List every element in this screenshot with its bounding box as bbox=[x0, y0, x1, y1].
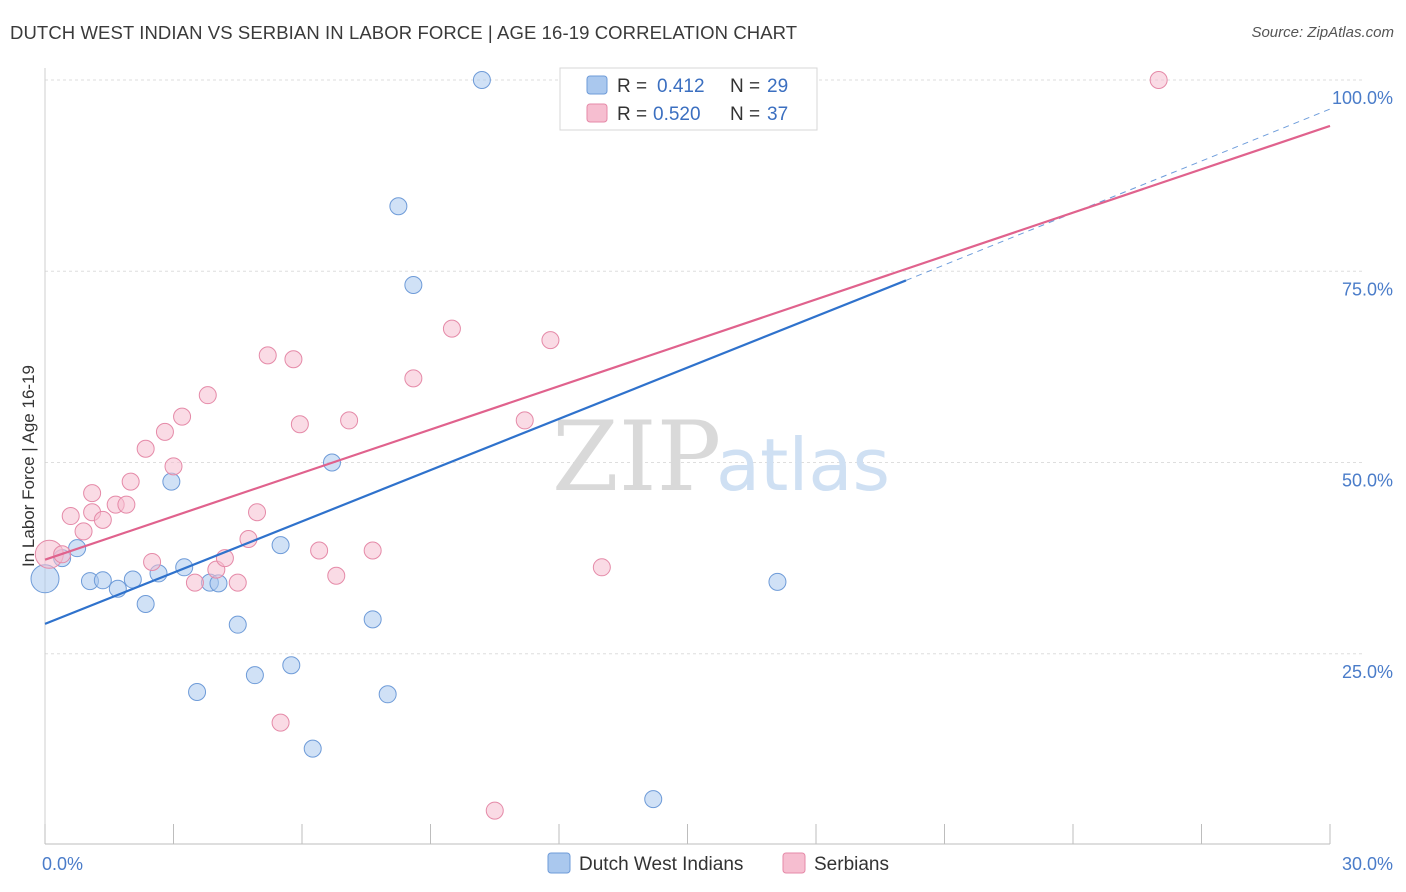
grid-layer bbox=[45, 79, 1365, 655]
source-credit: Source: ZipAtlas.com bbox=[1251, 24, 1394, 41]
point-serbians-25 bbox=[290, 415, 309, 434]
point-serbians-10 bbox=[136, 439, 155, 458]
point-dutch-west-indians-7 bbox=[136, 595, 155, 614]
point-serbians-34 bbox=[541, 331, 560, 350]
point-serbians-16 bbox=[198, 386, 217, 405]
y-tick-label-0: 25.0% bbox=[1342, 662, 1393, 682]
point-serbians-27 bbox=[327, 566, 346, 585]
legend-r-label-1: R = bbox=[617, 76, 647, 97]
y-tick-label-1: 50.0% bbox=[1342, 471, 1393, 491]
x-tick-label-1: 30.0% bbox=[1342, 854, 1393, 874]
point-serbians-2 bbox=[61, 507, 80, 526]
point-serbians-21 bbox=[248, 503, 267, 522]
point-serbians-31 bbox=[442, 319, 461, 338]
point-serbians-3 bbox=[74, 522, 93, 541]
y-axis-title: In Labor Force | Age 16-19 bbox=[19, 365, 38, 567]
point-serbians-5 bbox=[83, 484, 102, 503]
legend-n-label-1: N = bbox=[730, 76, 760, 97]
point-dutch-west-indians-4 bbox=[93, 571, 112, 590]
axes-layer bbox=[44, 68, 1331, 845]
point-dutch-west-indians-17 bbox=[282, 656, 301, 675]
point-serbians-24 bbox=[284, 350, 303, 369]
point-serbians-30 bbox=[404, 369, 423, 388]
point-dutch-west-indians-21 bbox=[378, 685, 397, 704]
point-dutch-west-indians-18 bbox=[303, 739, 322, 758]
point-dutch-west-indians-14 bbox=[228, 615, 247, 634]
point-serbians-33 bbox=[515, 411, 534, 430]
point-serbians-11 bbox=[143, 552, 162, 571]
legend-r-value-2: 0.520 bbox=[653, 104, 701, 125]
legend-n-value-1: 29 bbox=[767, 76, 788, 97]
legend-r-value-1: 0.412 bbox=[657, 76, 705, 97]
chart-title: DUTCH WEST INDIAN VS SERBIAN IN LABOR FO… bbox=[10, 22, 798, 43]
bottom-legend-label-dutch-west-indians: Dutch West Indians bbox=[579, 854, 743, 875]
point-dutch-west-indians-16 bbox=[271, 536, 290, 555]
point-serbians-35 bbox=[592, 558, 611, 577]
point-serbians-29 bbox=[363, 541, 382, 560]
legend-n-label-2: N = bbox=[730, 104, 760, 125]
bottom-legend: Dutch West Indians Serbians bbox=[547, 852, 889, 875]
top-legend: R = 0.412 N = 29 R = 0.520 N = 37 bbox=[559, 67, 818, 131]
point-serbians-8 bbox=[117, 495, 136, 514]
trendline-dutch-west-indians-extension bbox=[905, 108, 1331, 281]
legend-n-value-2: 37 bbox=[767, 104, 788, 125]
point-serbians-22 bbox=[258, 346, 277, 365]
point-dutch-west-indians-11 bbox=[188, 683, 207, 701]
watermark-zip-text: ZIP bbox=[552, 401, 721, 513]
watermark: ZIP atlas bbox=[552, 401, 890, 513]
point-dutch-west-indians-24 bbox=[472, 71, 491, 89]
x-tick-label-0: 0.0% bbox=[42, 854, 83, 874]
point-serbians-9 bbox=[121, 472, 140, 491]
point-dutch-west-indians-22 bbox=[389, 197, 408, 216]
y-tick-label-2: 75.0% bbox=[1342, 279, 1393, 299]
point-serbians-6 bbox=[93, 510, 112, 529]
point-dutch-west-indians-23 bbox=[404, 276, 423, 295]
bottom-legend-swatch-dutch-west-indians bbox=[547, 852, 571, 874]
legend-r-label-2: R = bbox=[617, 104, 647, 125]
bottom-legend-swatch-serbians bbox=[782, 852, 806, 874]
point-serbians-12 bbox=[155, 422, 174, 441]
trend-layer bbox=[44, 108, 1331, 625]
bottom-legend-label-serbians: Serbians bbox=[814, 854, 889, 875]
y-tick-label-3: 100.0% bbox=[1332, 88, 1393, 108]
labels-layer: 25.0% 50.0% 75.0% 100.0% 0.0% 30.0% In Labor F… bbox=[19, 88, 1393, 874]
point-dutch-west-indians-28 bbox=[768, 572, 787, 591]
legend-swatch-dutch-west-indians bbox=[586, 75, 608, 95]
point-serbians-32 bbox=[485, 801, 504, 820]
point-serbians-23 bbox=[271, 713, 290, 732]
point-dutch-west-indians-20 bbox=[363, 610, 382, 629]
watermark-atlas-text: atlas bbox=[716, 423, 890, 507]
point-serbians-13 bbox=[164, 457, 183, 476]
point-serbians-15 bbox=[185, 573, 204, 592]
point-serbians-36 bbox=[1149, 71, 1168, 89]
point-dutch-west-indians-9 bbox=[162, 472, 181, 491]
trendline-dutch-west-indians bbox=[44, 279, 907, 625]
point-serbians-28 bbox=[340, 411, 359, 430]
trendline-serbians bbox=[44, 124, 1331, 561]
point-dutch-west-indians-15 bbox=[245, 666, 264, 685]
legend-swatch-serbians bbox=[586, 103, 608, 123]
point-dutch-west-indians-26 bbox=[644, 790, 663, 809]
point-serbians-14 bbox=[173, 407, 192, 426]
point-dutch-west-indians-0 bbox=[30, 564, 60, 594]
points-layer bbox=[30, 71, 1168, 820]
point-serbians-26 bbox=[310, 541, 329, 560]
point-serbians-19 bbox=[228, 573, 247, 592]
